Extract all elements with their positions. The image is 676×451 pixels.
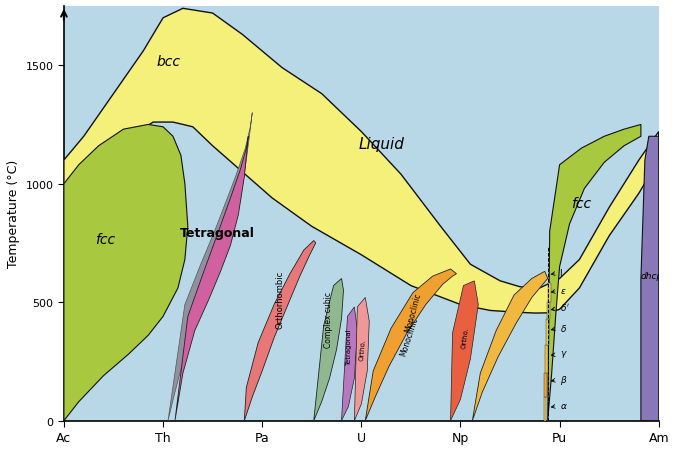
Polygon shape <box>244 241 316 421</box>
Y-axis label: Temperature (°C): Temperature (°C) <box>7 160 20 268</box>
Polygon shape <box>365 269 456 421</box>
Text: Tetragonal: Tetragonal <box>346 328 352 365</box>
Text: fcc: fcc <box>95 232 116 246</box>
Text: $\alpha$: $\alpha$ <box>552 401 567 410</box>
Polygon shape <box>64 125 188 421</box>
Polygon shape <box>544 373 547 397</box>
Text: $\beta$: $\beta$ <box>552 373 567 386</box>
Polygon shape <box>547 303 550 319</box>
Polygon shape <box>546 319 549 345</box>
Text: Monoclinic: Monoclinic <box>398 315 420 356</box>
Polygon shape <box>314 279 343 421</box>
Text: Ortho.: Ortho. <box>461 326 470 349</box>
Polygon shape <box>175 137 248 421</box>
Text: $\varepsilon$: $\varepsilon$ <box>552 286 566 295</box>
Polygon shape <box>548 125 641 421</box>
Text: Liquid: Liquid <box>358 137 404 152</box>
Polygon shape <box>64 9 658 313</box>
Polygon shape <box>450 281 479 421</box>
Text: $\delta'$: $\delta'$ <box>552 302 569 313</box>
Polygon shape <box>545 345 548 373</box>
Polygon shape <box>548 284 551 303</box>
Polygon shape <box>544 397 546 421</box>
Text: Tetragonal: Tetragonal <box>180 226 255 239</box>
Text: bcc: bcc <box>156 55 180 69</box>
Text: $\gamma$: $\gamma$ <box>552 349 567 360</box>
Text: $\delta$: $\delta$ <box>552 322 566 333</box>
Polygon shape <box>341 307 358 421</box>
Text: dhcp: dhcp <box>641 272 663 281</box>
Polygon shape <box>354 298 369 421</box>
Polygon shape <box>473 272 548 421</box>
Text: Ortho.: Ortho. <box>358 338 366 360</box>
Text: l: l <box>552 268 562 277</box>
Text: fcc: fcc <box>571 197 592 211</box>
Text: Orthorhombic: Orthorhombic <box>276 270 285 328</box>
Polygon shape <box>641 137 658 421</box>
Polygon shape <box>168 113 252 421</box>
Text: Complex cubic: Complex cubic <box>324 291 333 347</box>
Text: Monoclinic: Monoclinic <box>404 291 422 333</box>
